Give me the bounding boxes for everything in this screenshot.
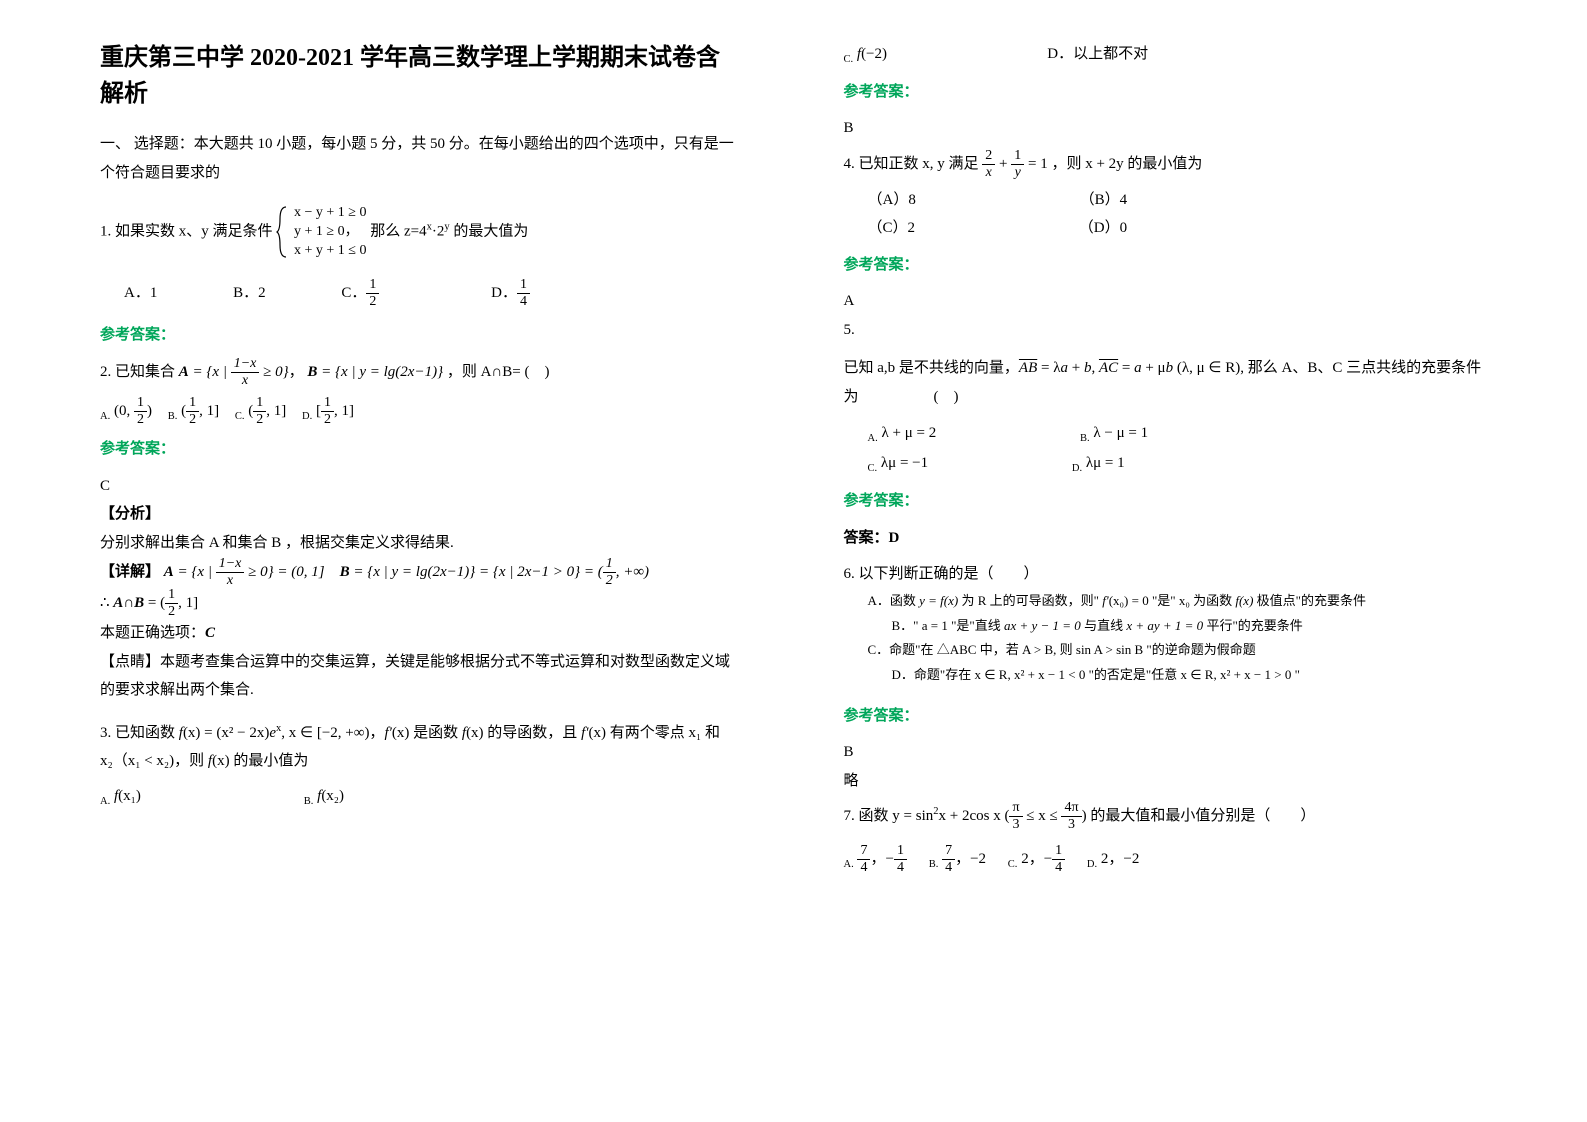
q1-post3: 的最大值为 bbox=[453, 224, 528, 240]
q1-optD-den: 4 bbox=[517, 294, 530, 309]
brace-icon bbox=[276, 205, 288, 259]
ref-answer-label-4: 参考答案： bbox=[844, 251, 1488, 280]
q3-stem1: 3. 已知函数 f(x) = (x² − 2x)ex, x ∈ [−2, +∞)… bbox=[100, 719, 744, 748]
q2-therefore: ∴ A∩B = (12, 1] bbox=[100, 588, 744, 619]
q5-optC: λμ = −1 bbox=[881, 449, 928, 478]
q5-optA: λ + μ = 2 bbox=[881, 419, 936, 448]
q1: 1. 如果实数 x、y 满足条件 x − y + 1 ≥ 0 y + 1 ≥ 0… bbox=[100, 203, 744, 262]
q1-c3: x + y + 1 ≤ 0 bbox=[294, 242, 366, 260]
q1-optA: 1 bbox=[150, 279, 158, 308]
q4-optB: 4 bbox=[1120, 186, 1128, 215]
q4: 4. 已知正数 x, y 满足 2x + 1y = 1 ，则 x + 2y 的最… bbox=[844, 149, 1488, 180]
doc-title: 重庆第三中学 2020-2021 学年高三数学理上学期期末试卷含解析 bbox=[100, 40, 744, 112]
q4-pre: 4. 已知正数 x, y 满足 bbox=[844, 156, 979, 172]
q7-pre: 7. 函数 bbox=[844, 808, 889, 824]
q5-answer-line: 答案：D bbox=[844, 524, 1488, 553]
q1-optB: 2 bbox=[258, 279, 266, 308]
q2: 2. 已知集合 A = {x | 1−xx ≥ 0}， B = {x | y =… bbox=[100, 357, 744, 388]
q2-pre: 2. 已知集合 bbox=[100, 364, 175, 380]
q4-post: ，则 x + 2y 的最小值为 bbox=[1051, 156, 1202, 172]
q6-optC: C．命题"在 △ABC 中，若 A > B, 则 sin A > sin B "… bbox=[868, 638, 1488, 663]
q5-options: A. λ + μ = 2 B. λ − μ = 1 C. λμ = −1 D. … bbox=[868, 419, 1488, 479]
ref-answer-label-6: 参考答案： bbox=[844, 702, 1488, 731]
q7-options: A. 74，−14 B. 74，−2 C. 2，−14 D. 2，−2 bbox=[844, 844, 1488, 875]
q3-stem2: x₂（x₁ < x₂)，则 f(x) 的最小值为 bbox=[100, 747, 744, 776]
q2-point: 【点睛】本题考查集合运算中的交集运算，关键是能够根据分式不等式运算和对数型函数定… bbox=[100, 648, 744, 705]
ref-answer-label-2: 参考答案： bbox=[100, 435, 744, 464]
section-header: 一、 选择题：本大题共 10 小题，每小题 5 分，共 50 分。在每小题给出的… bbox=[100, 130, 744, 187]
q1-options: A．1 B．2 C．12 D．14 bbox=[124, 278, 744, 309]
q3: 3. 已知函数 f(x) = (x² − 2x)ex, x ∈ [−2, +∞)… bbox=[100, 719, 744, 776]
q2-options: A. (0, 12) B. (12, 1] C. (12, 1] D. [12,… bbox=[100, 396, 744, 427]
q7-post: 的最大值和最小值分别是（ ） bbox=[1090, 808, 1315, 824]
q3-answer: B bbox=[844, 114, 1488, 143]
q1-c2: y + 1 ≥ 0 bbox=[294, 224, 345, 239]
ref-answer-label-3: 参考答案： bbox=[844, 78, 1488, 107]
q7: 7. 函数 y = sin2x + 2cos x (π3 ≤ x ≤ 4π3) … bbox=[844, 801, 1488, 832]
q6-answer: B bbox=[844, 738, 1488, 767]
q6-optB: B．" a = 1 "是"直线 ax + y − 1 = 0 与直线 x + a… bbox=[892, 614, 1488, 639]
q4-options: （A）8 （B）4 （C）2 （D）0 bbox=[868, 186, 1488, 243]
q3-optD: 以上都不对 bbox=[1073, 46, 1148, 62]
q3-options-row1: A. f(x₁) B. f(x₂) bbox=[100, 782, 744, 812]
q6-stem: 6. 以下判断正确的是（ ） bbox=[844, 560, 1488, 589]
q1-c1: x − y + 1 ≥ 0 bbox=[294, 204, 366, 222]
q1-stem-pre: 1. 如果实数 x、y 满足条件 bbox=[100, 224, 273, 240]
q1-optC-num: 1 bbox=[366, 278, 379, 294]
q2-detail-row: 【详解】 A = {x | 1−xx ≥ 0} = (0, 1] B = {x … bbox=[100, 557, 744, 588]
ref-answer-label-5: 参考答案： bbox=[844, 487, 1488, 516]
ref-answer-label: 参考答案： bbox=[100, 321, 744, 350]
q6-optD: D．命题"存在 x ∈ R, x² + x − 1 < 0 "的否定是"任意 x… bbox=[892, 663, 1488, 688]
q1-post1: 那么 z=4 bbox=[370, 224, 426, 240]
q5-optD: λμ = 1 bbox=[1086, 449, 1125, 478]
q2-analysis: 分别求解出集合 A 和集合 B ，根据交集定义求得结果. bbox=[100, 529, 744, 558]
q2-correct-line: 本题正确选项：C bbox=[100, 619, 744, 648]
q1-post2: ·2 bbox=[432, 224, 445, 240]
q5-stem: 已知 a,b 是不共线的向量，AB = λa + b, AC = a + μb … bbox=[844, 354, 1488, 383]
q4-optA: 8 bbox=[908, 186, 916, 215]
q2-answer: C bbox=[100, 472, 744, 501]
q1-optC-den: 2 bbox=[366, 294, 379, 309]
q2-post: ，则 A∩B= ( ) bbox=[447, 364, 550, 380]
q1-optD-num: 1 bbox=[517, 278, 530, 294]
q2-analysis-bracket: 【分析】 bbox=[100, 500, 744, 529]
q2-detail-bracket: 【详解】 bbox=[100, 564, 160, 580]
q4-answer: A bbox=[844, 287, 1488, 316]
q5-stem2: 为 ( ) bbox=[844, 383, 1488, 412]
q5-optB: λ − μ = 1 bbox=[1093, 419, 1148, 448]
q6-optA: A．函数 y = f(x) 为 R 上的可导函数，则" f′(x₀) = 0 "… bbox=[868, 589, 1488, 614]
q4-optD: 0 bbox=[1120, 214, 1128, 243]
q6-note: 略 bbox=[844, 767, 1488, 796]
q4-optC: 2 bbox=[908, 214, 916, 243]
q5-num: 5. bbox=[844, 316, 1488, 345]
q3-options-row2: C. f(−2) D．以上都不对 bbox=[844, 40, 1488, 70]
